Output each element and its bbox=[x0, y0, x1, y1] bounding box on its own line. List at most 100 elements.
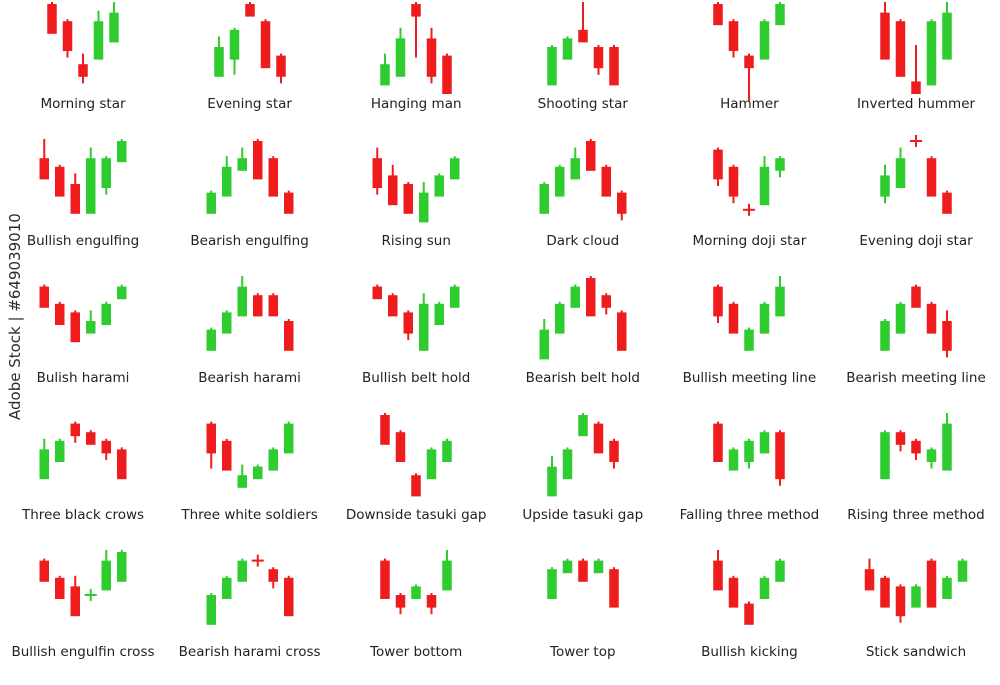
candle-body bbox=[70, 586, 80, 617]
candle-body bbox=[275, 55, 286, 77]
candle-body bbox=[926, 560, 937, 608]
bearish-candle bbox=[70, 310, 80, 343]
candle-body bbox=[206, 192, 216, 214]
bearish-candle bbox=[616, 190, 627, 221]
candle-body bbox=[411, 475, 421, 497]
bearish-candle bbox=[578, 558, 588, 582]
bearish-candle bbox=[86, 430, 96, 445]
pattern-chart bbox=[372, 147, 460, 223]
bullish-candle bbox=[419, 293, 429, 351]
bullish-candle bbox=[117, 139, 127, 163]
bearish-candle bbox=[585, 139, 596, 171]
pattern-label: Dark cloud bbox=[546, 233, 620, 249]
bearish-candle bbox=[616, 310, 627, 351]
bullish-candle bbox=[926, 447, 937, 469]
pattern-label: Bulish harami bbox=[36, 370, 130, 386]
pattern-chart bbox=[547, 558, 619, 608]
candle-body bbox=[729, 166, 739, 197]
bearish-candle bbox=[101, 438, 111, 460]
pattern-chart bbox=[39, 284, 127, 343]
candle-body bbox=[411, 4, 421, 17]
candle-body bbox=[562, 38, 573, 60]
bearish-candle bbox=[403, 182, 414, 214]
watermark-text: Adobe Stock | #649039010 bbox=[6, 213, 24, 420]
candle-body bbox=[562, 449, 573, 480]
pattern-label: Bearish harami bbox=[198, 370, 301, 386]
candle-body bbox=[411, 586, 421, 599]
candle-body bbox=[450, 158, 460, 180]
bearish-candle bbox=[729, 301, 739, 334]
bearish-candle bbox=[609, 567, 619, 608]
pattern-label: Bullish meeting line bbox=[682, 370, 817, 386]
bullish-candle bbox=[570, 147, 580, 180]
candle-body bbox=[593, 560, 604, 574]
pattern-label: Hanging man bbox=[370, 96, 462, 112]
candle-body bbox=[426, 595, 437, 608]
bearish-candle bbox=[864, 558, 875, 591]
bearish-candle bbox=[895, 584, 906, 623]
pattern-chart bbox=[206, 139, 294, 214]
candle-body bbox=[101, 303, 111, 325]
pattern-chart bbox=[39, 139, 127, 214]
candle-body bbox=[380, 560, 390, 599]
candle-body bbox=[775, 4, 786, 26]
candle-body bbox=[713, 423, 724, 462]
bullish-candle bbox=[554, 301, 565, 334]
candle-body bbox=[942, 321, 952, 351]
bullish-candle bbox=[547, 45, 557, 86]
candle-body bbox=[880, 321, 890, 351]
pattern-label: Bearish belt hold bbox=[525, 370, 640, 386]
pattern-chart bbox=[380, 413, 452, 497]
candle-body bbox=[926, 158, 937, 197]
bearish-candle bbox=[744, 601, 755, 625]
bullish-candle bbox=[434, 173, 445, 197]
pattern-label: Downside tasuki gap bbox=[345, 507, 487, 523]
bearish-candle bbox=[411, 2, 421, 58]
bullish-candle bbox=[760, 575, 770, 599]
candle-body bbox=[442, 55, 452, 94]
bullish-candle bbox=[570, 284, 580, 308]
candle-body bbox=[55, 440, 65, 462]
candle-body bbox=[744, 603, 755, 625]
candle-body bbox=[547, 569, 557, 599]
candle-body bbox=[593, 423, 604, 454]
candle-body bbox=[442, 440, 452, 462]
candle-body bbox=[601, 295, 611, 308]
pattern-chart bbox=[880, 2, 952, 94]
bearish-candle bbox=[206, 421, 216, 469]
candle-body bbox=[117, 552, 127, 582]
pattern-chart bbox=[713, 2, 786, 101]
bearish-candle bbox=[39, 139, 49, 180]
candle-body bbox=[578, 29, 588, 43]
candle-body bbox=[380, 415, 390, 445]
pattern-label: Morning doji star bbox=[692, 233, 807, 249]
candle-body bbox=[926, 449, 937, 462]
candle-body bbox=[775, 560, 786, 582]
candle-body bbox=[55, 303, 65, 325]
pattern-cell: Bullish engulfing bbox=[0, 137, 166, 274]
bearish-candle bbox=[926, 301, 937, 334]
pattern-chart bbox=[880, 135, 952, 214]
pattern-chart bbox=[547, 2, 619, 86]
candle-body bbox=[775, 286, 786, 317]
candle-body bbox=[578, 415, 588, 437]
bullish-candle bbox=[942, 575, 952, 599]
candle-body bbox=[268, 295, 278, 317]
bearish-candle bbox=[880, 575, 890, 608]
candle-body bbox=[760, 432, 770, 454]
candle-body bbox=[593, 47, 604, 69]
candle-body bbox=[895, 432, 906, 445]
bearish-candle bbox=[578, 2, 588, 43]
bearish-candle bbox=[426, 593, 437, 615]
pattern-cell: Bearish engulfing bbox=[167, 137, 333, 274]
bullish-candle bbox=[237, 147, 247, 171]
candle-body bbox=[729, 449, 739, 471]
pattern-cell: Evening doji star bbox=[833, 135, 999, 274]
bearish-candle bbox=[942, 310, 952, 358]
candle-body bbox=[206, 595, 216, 625]
bullish-candle bbox=[578, 413, 588, 437]
candle-body bbox=[206, 423, 216, 454]
candle-body bbox=[252, 141, 263, 180]
bullish-candle bbox=[547, 567, 557, 599]
pattern-cell: Morning doji star bbox=[666, 137, 832, 274]
